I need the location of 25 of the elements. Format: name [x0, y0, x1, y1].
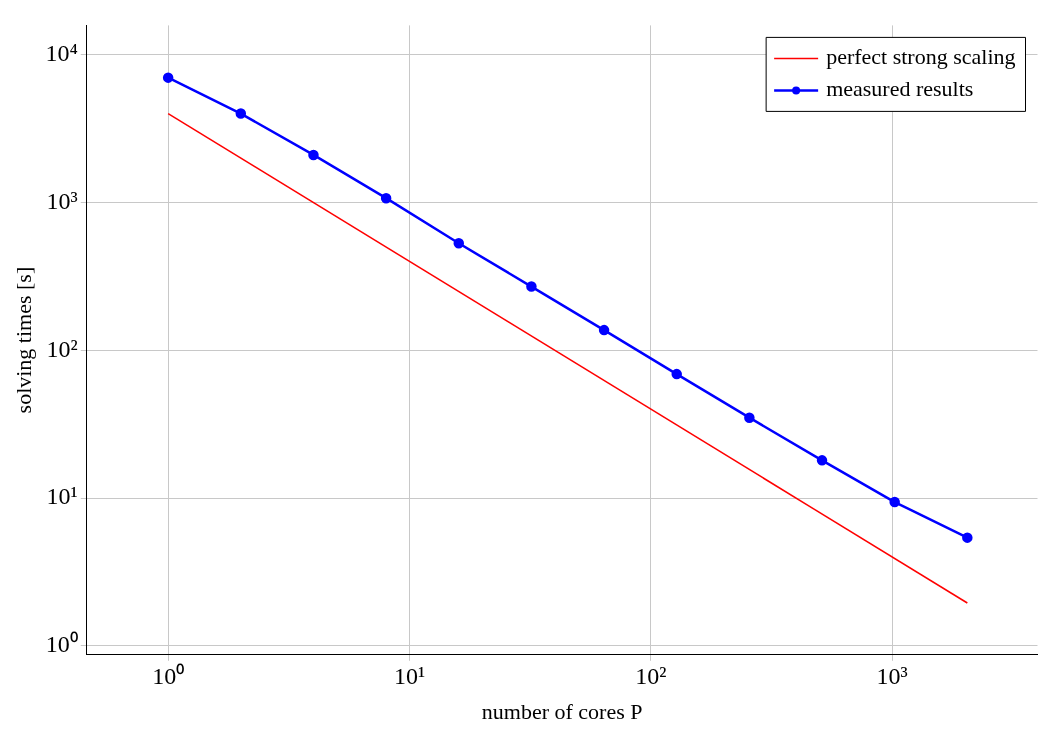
y-tick-label: 10²: [46, 335, 78, 362]
y-tick-label: 10⁴: [45, 40, 78, 67]
point: [453, 238, 465, 249]
point: [308, 149, 319, 161]
point: [816, 455, 828, 466]
y-axis-title: solving times [s]: [10, 266, 36, 414]
point: [744, 412, 755, 423]
point: [526, 281, 537, 292]
x-tick-label: 10³: [876, 663, 908, 690]
x-axis-title: number of cores P: [481, 698, 643, 724]
point: [162, 72, 174, 83]
y-tick-label: 10¹: [46, 483, 78, 510]
point: [671, 368, 682, 380]
y-tick-label: 10³: [46, 187, 78, 214]
legend-label: perfect strong scaling: [826, 44, 1016, 70]
point: [380, 192, 392, 204]
x-tick-label: 10²: [635, 663, 667, 690]
point: [962, 532, 973, 543]
legend-label: measured results: [826, 76, 974, 102]
point: [889, 496, 900, 508]
point: [598, 324, 610, 336]
point: [235, 108, 247, 119]
x-tick-label: 10⁰: [152, 663, 185, 690]
y-tick-label: 10⁰: [45, 631, 78, 658]
x-tick-label: 10¹: [393, 663, 426, 690]
